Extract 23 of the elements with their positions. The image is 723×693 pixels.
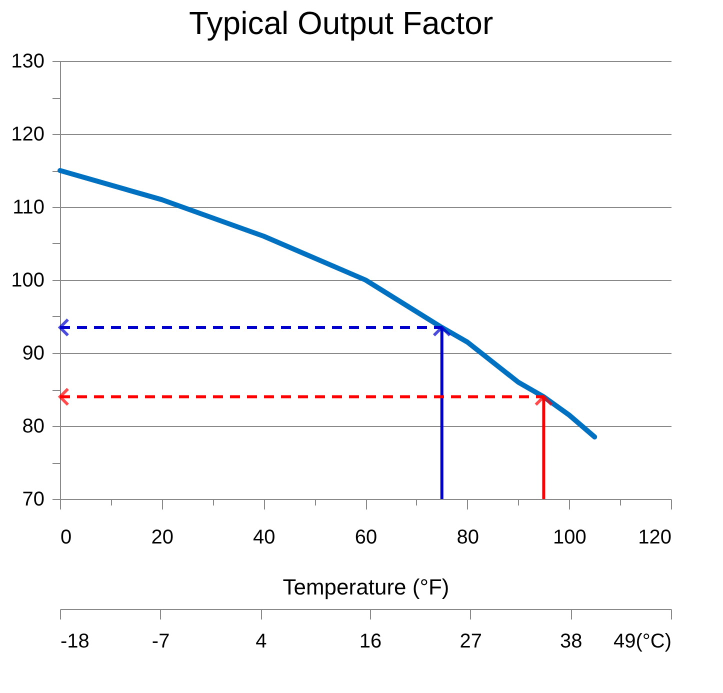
x-tick-label: 120 [638,526,672,548]
x2-tick-label: -7 [152,630,170,652]
x2-tick-label: 27 [460,630,482,652]
y-tick-label: 120 [11,124,44,146]
y-tick-label: 100 [11,270,44,292]
y-tick-label: 90 [22,342,44,364]
x-tick-label: 80 [456,526,479,548]
x-tick-label: 40 [253,526,276,548]
x-tick-label: 60 [354,526,378,548]
chart-title: Typical Output Factor [189,5,494,41]
y-tick-label: 70 [22,488,44,510]
x-tick-label: 20 [151,526,174,548]
x2-tick-label: 4 [256,630,267,652]
x-axis-title: Temperature (°F) [282,574,450,600]
x2-tick-label: 49(°C) [613,630,672,652]
x-tick-label: 0 [60,526,72,548]
y-tick-label: 110 [12,196,44,218]
x2-tick-label: -18 [60,630,90,652]
x2-tick-label: 38 [560,630,582,652]
y-tick-label: 80 [22,416,44,438]
x2-tick-label: 16 [359,630,382,652]
x-tick-label: 100 [552,526,586,548]
y-tick-label: 130 [11,50,44,72]
